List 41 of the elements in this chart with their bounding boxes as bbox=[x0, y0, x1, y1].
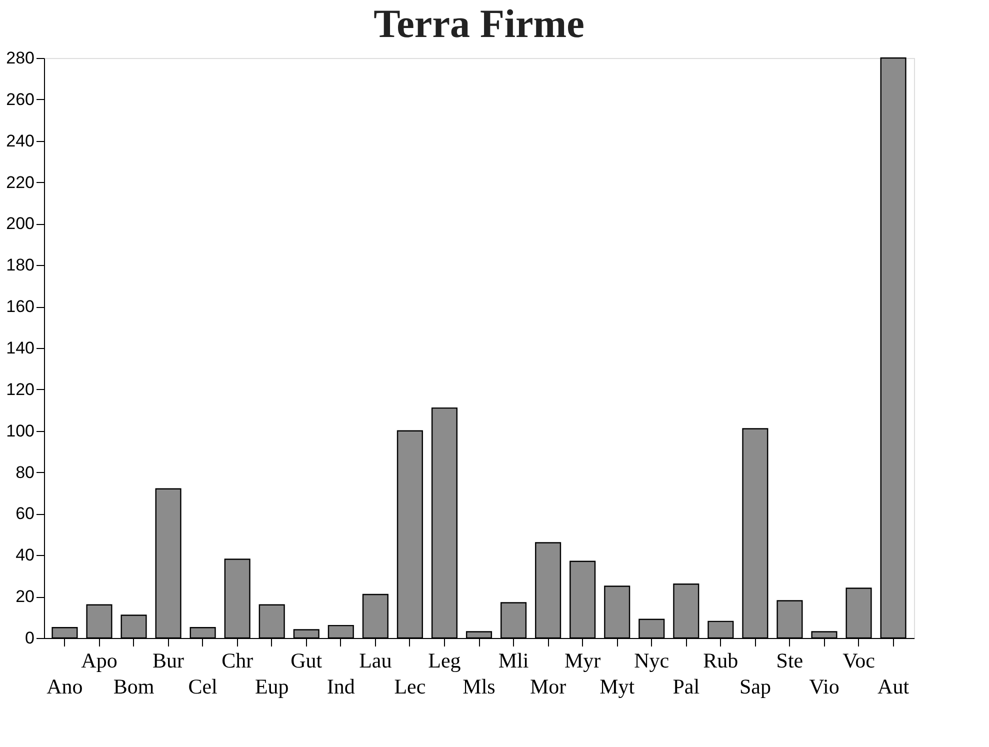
y-tick-label: 200 bbox=[6, 214, 34, 234]
x-tick-label: Rub bbox=[703, 648, 738, 672]
x-tick-label: Myr bbox=[564, 648, 601, 672]
x-tick-label: Gut bbox=[290, 648, 322, 672]
y-tick-label: 140 bbox=[6, 338, 34, 358]
y-tick-label: 280 bbox=[6, 48, 34, 68]
y-tick-label: 240 bbox=[6, 131, 34, 150]
x-tick-label: Nyc bbox=[634, 648, 670, 672]
y-tick-label: 60 bbox=[16, 504, 34, 524]
x-tick-label: Mls bbox=[462, 674, 496, 698]
x-tick-label: Apo bbox=[81, 648, 118, 672]
x-tick-label: Eup bbox=[254, 674, 289, 698]
x-tick-label: Leg bbox=[428, 648, 462, 672]
x-tick-label: Ind bbox=[326, 674, 356, 698]
y-tick-label: 100 bbox=[6, 421, 34, 440]
x-tick-label: Pal bbox=[672, 674, 700, 698]
x-tick-label: Lec bbox=[394, 674, 426, 698]
y-tick-label: 20 bbox=[16, 587, 34, 606]
x-tick-label: Myt bbox=[600, 674, 635, 698]
x-tick-label: Ste bbox=[776, 648, 804, 672]
x-tick-label: Mli bbox=[498, 648, 529, 672]
x-tick-label: Cel bbox=[188, 674, 218, 698]
y-tick-label: 180 bbox=[6, 256, 34, 275]
y-tick-label: 260 bbox=[6, 90, 34, 109]
x-tick-label: Chr bbox=[222, 648, 254, 672]
y-tick-label: 120 bbox=[6, 380, 34, 399]
x-tick-label: Lau bbox=[359, 648, 392, 672]
x-tick-label: Sap bbox=[739, 674, 771, 698]
x-tick-label: Voc bbox=[842, 648, 875, 672]
x-tick-label: Bur bbox=[152, 648, 184, 672]
y-tick-label: 80 bbox=[16, 462, 34, 482]
y-tick-label: 0 bbox=[25, 628, 34, 648]
x-tick-label: Bom bbox=[113, 674, 154, 698]
x-tick-label: Vio bbox=[809, 674, 840, 698]
chart-title: Terra Firme bbox=[374, 1, 584, 46]
y-tick-label: 40 bbox=[16, 546, 34, 565]
x-tick-label: Ano bbox=[46, 674, 83, 698]
y-tick-label: 160 bbox=[6, 297, 34, 316]
y-tick-label: 220 bbox=[6, 172, 34, 192]
x-tick-label: Aut bbox=[878, 674, 910, 698]
x-tick-label: Mor bbox=[530, 674, 566, 698]
